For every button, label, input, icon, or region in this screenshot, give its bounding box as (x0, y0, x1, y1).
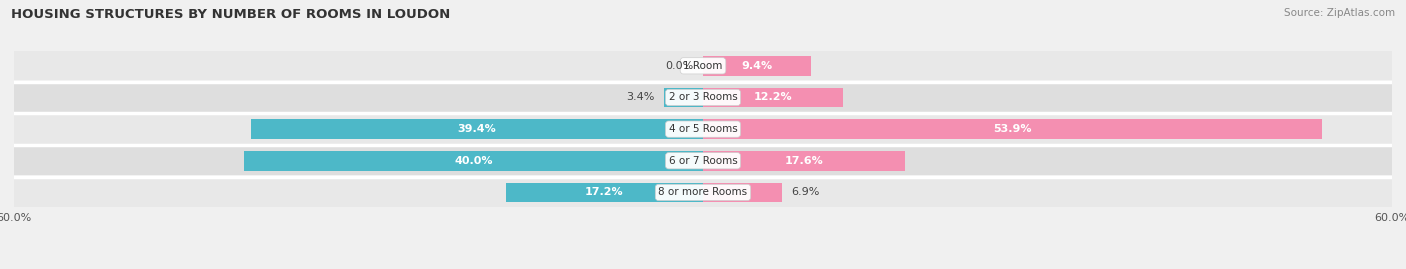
Text: 8 or more Rooms: 8 or more Rooms (658, 187, 748, 197)
Bar (14, 51, 1392, 80)
Bar (664, 88, 703, 107)
Bar (506, 183, 703, 202)
Text: 3.4%: 3.4% (627, 93, 655, 102)
Bar (703, 183, 782, 202)
Text: 2 or 3 Rooms: 2 or 3 Rooms (669, 93, 737, 102)
Text: 53.9%: 53.9% (993, 124, 1032, 134)
Text: 1 Room: 1 Room (683, 61, 723, 71)
Text: 12.2%: 12.2% (754, 93, 793, 102)
Text: 39.4%: 39.4% (457, 124, 496, 134)
Bar (250, 119, 703, 139)
Text: 9.4%: 9.4% (741, 61, 772, 71)
Text: Source: ZipAtlas.com: Source: ZipAtlas.com (1284, 8, 1395, 18)
Text: 6.9%: 6.9% (792, 187, 820, 197)
Bar (703, 151, 905, 171)
Bar (703, 56, 811, 76)
Text: 17.2%: 17.2% (585, 187, 624, 197)
Legend: Owner-occupied, Renter-occupied: Owner-occupied, Renter-occupied (576, 266, 830, 269)
Text: 6 or 7 Rooms: 6 or 7 Rooms (669, 156, 737, 166)
Text: 4 or 5 Rooms: 4 or 5 Rooms (669, 124, 737, 134)
Bar (703, 88, 844, 107)
Bar (14, 146, 1392, 175)
Text: 17.6%: 17.6% (785, 156, 824, 166)
Text: 0.0%: 0.0% (665, 61, 693, 71)
Bar (14, 178, 1392, 207)
Bar (14, 83, 1392, 112)
Text: 40.0%: 40.0% (454, 156, 492, 166)
Bar (14, 115, 1392, 144)
Bar (243, 151, 703, 171)
Bar (703, 119, 1322, 139)
Text: HOUSING STRUCTURES BY NUMBER OF ROOMS IN LOUDON: HOUSING STRUCTURES BY NUMBER OF ROOMS IN… (11, 8, 450, 21)
